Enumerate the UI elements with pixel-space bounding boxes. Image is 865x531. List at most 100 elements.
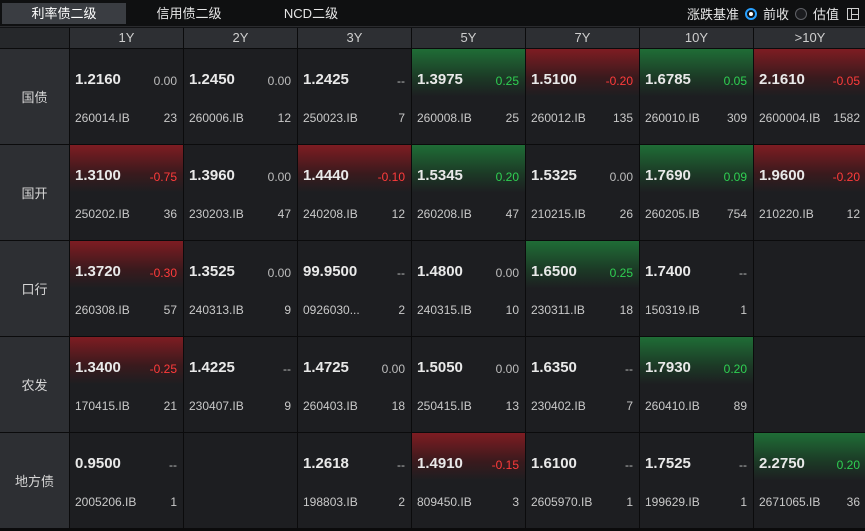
trade-count: 25 xyxy=(505,111,519,125)
quote-cell[interactable]: 1.7400 -- 150319.IB 1 xyxy=(640,241,753,336)
quote-cell[interactable]: 1.3100 -0.75 250202.IB 36 xyxy=(70,145,183,240)
row-label[interactable]: 国开 xyxy=(0,145,69,240)
quote-cell[interactable]: 1.6100 -- 2605970.IB 1 xyxy=(526,433,639,528)
trade-count: 1 xyxy=(740,303,747,317)
tab-ncd-secondary[interactable]: NCD二级 xyxy=(283,6,339,21)
bond-code: 260014.IB xyxy=(75,111,130,125)
quote-cell[interactable]: 1.5050 0.00 250415.IB 13 xyxy=(412,337,525,432)
radio-valuation-label[interactable]: 估值 xyxy=(812,7,839,22)
quote-cell[interactable]: 1.6350 -- 230402.IB 7 xyxy=(526,337,639,432)
row-label[interactable]: 地方债 xyxy=(0,433,69,528)
tab-credit-bond-secondary[interactable]: 信用债二级 xyxy=(156,6,222,21)
column-header[interactable]: 1Y xyxy=(70,28,183,48)
trade-count: 21 xyxy=(163,399,177,413)
quote-cell[interactable]: 1.7525 -- 199629.IB 1 xyxy=(640,433,753,528)
quote-cell[interactable]: 1.7930 0.20 260410.IB 89 xyxy=(640,337,753,432)
quote-cell[interactable]: 0.9500 -- 2005206.IB 1 xyxy=(70,433,183,528)
tab-rate-bond-secondary[interactable]: 利率债二级 xyxy=(2,3,126,24)
change-basis-label: 涨跌基准 xyxy=(686,7,739,22)
bond-code: 260308.IB xyxy=(75,303,130,317)
row-label[interactable]: 国债 xyxy=(0,49,69,144)
trade-count: 47 xyxy=(277,207,291,221)
radio-prev-close-label[interactable]: 前收 xyxy=(762,7,789,22)
quote-cell[interactable]: 1.4225 -- 230407.IB 9 xyxy=(184,337,297,432)
column-header[interactable]: 7Y xyxy=(526,28,639,48)
trade-count: 2 xyxy=(398,303,405,317)
trade-count: 10 xyxy=(505,303,519,317)
yield-value: 1.7690 xyxy=(645,167,691,184)
trade-count: 12 xyxy=(391,207,405,221)
quote-cell[interactable]: 1.2425 -- 250023.IB 7 xyxy=(298,49,411,144)
quote-cell[interactable]: 1.3400 -0.25 170415.IB 21 xyxy=(70,337,183,432)
top-bar: 利率债二级 信用债二级 NCD二级 涨跌基准 前收 估值 xyxy=(0,0,865,27)
yield-value: 2.1610 xyxy=(759,71,805,88)
bond-code: 210220.IB xyxy=(759,207,814,221)
quote-cell[interactable]: 1.5100 -0.20 260012.IB 135 xyxy=(526,49,639,144)
column-header[interactable]: 3Y xyxy=(298,28,411,48)
quote-cell[interactable]: 1.3960 0.00 230203.IB 47 xyxy=(184,145,297,240)
change-value: 0.00 xyxy=(381,362,405,376)
trade-count: 26 xyxy=(619,207,633,221)
yield-value: 1.3975 xyxy=(417,71,463,88)
column-header[interactable]: 2Y xyxy=(184,28,297,48)
column-header[interactable]: 10Y xyxy=(640,28,753,48)
trade-count: 18 xyxy=(391,399,405,413)
yield-value: 1.2425 xyxy=(303,71,349,88)
quote-cell[interactable]: 1.4800 0.00 240315.IB 10 xyxy=(412,241,525,336)
trade-count: 1 xyxy=(170,495,177,509)
quote-cell[interactable]: 2.2750 0.20 2671065.IB 36 xyxy=(754,433,865,528)
row-label[interactable]: 农发 xyxy=(0,337,69,432)
change-value: 0.20 xyxy=(723,362,747,376)
row-label[interactable]: 口行 xyxy=(0,241,69,336)
quote-cell[interactable]: 1.4910 -0.15 809450.IB 3 xyxy=(412,433,525,528)
quote-cell[interactable]: 99.9500 -- 0926030... 2 xyxy=(298,241,411,336)
quote-cell[interactable]: 1.5345 0.20 260208.IB 47 xyxy=(412,145,525,240)
bond-code: 2605970.IB xyxy=(531,495,593,509)
trade-count: 12 xyxy=(846,207,860,221)
yield-matrix: 1Y 2Y 3Y 5Y 7Y 10Y >10Y 国债 1.2160 0.00 260014.IB 23… xyxy=(0,28,865,531)
quote-cell[interactable]: 1.6785 0.05 260010.IB 309 xyxy=(640,49,753,144)
change-value: -0.30 xyxy=(149,266,177,280)
bond-code: 260012.IB xyxy=(531,111,586,125)
quote-cell[interactable]: 1.7690 0.09 260205.IB 754 xyxy=(640,145,753,240)
change-value: -0.25 xyxy=(149,362,177,376)
trade-count: 2 xyxy=(398,495,405,509)
quote-cell[interactable]: 1.5325 0.00 210215.IB 26 xyxy=(526,145,639,240)
yield-value: 1.4725 xyxy=(303,359,349,376)
bond-code: 2005206.IB xyxy=(75,495,137,509)
quote-cell[interactable]: 1.3525 0.00 240313.IB 9 xyxy=(184,241,297,336)
radio-valuation[interactable] xyxy=(794,7,807,20)
quote-cell[interactable]: 1.6500 0.25 230311.IB 18 xyxy=(526,241,639,336)
quote-cell[interactable]: 1.2618 -- 198803.IB 2 xyxy=(298,433,411,528)
bond-code: 2671065.IB xyxy=(759,495,821,509)
bond-code: 2600004.IB xyxy=(759,111,821,125)
yield-value: 1.2450 xyxy=(189,71,235,88)
trade-count: 7 xyxy=(626,399,633,413)
column-header[interactable]: >10Y xyxy=(754,28,865,48)
layout-icon[interactable] xyxy=(847,7,859,20)
quote-cell[interactable]: 1.3975 0.25 260008.IB 25 xyxy=(412,49,525,144)
bond-code: 199629.IB xyxy=(645,495,700,509)
change-value: 0.05 xyxy=(723,74,747,88)
bond-code: 260008.IB xyxy=(417,111,472,125)
quote-cell[interactable]: 1.2450 0.00 260006.IB 12 xyxy=(184,49,297,144)
quote-cell[interactable]: 1.4725 0.00 260403.IB 18 xyxy=(298,337,411,432)
bond-code: 260403.IB xyxy=(303,399,358,413)
quote-cell[interactable]: 1.9600 -0.20 210220.IB 12 xyxy=(754,145,865,240)
quote-cell[interactable]: 2.1610 -0.05 2600004.IB 1582 xyxy=(754,49,865,144)
change-value: -- xyxy=(397,74,405,88)
yield-value: 99.9500 xyxy=(303,263,358,280)
bond-code: 240315.IB xyxy=(417,303,472,317)
bond-code: 260205.IB xyxy=(645,207,700,221)
change-value: -- xyxy=(397,266,405,280)
column-header[interactable]: 5Y xyxy=(412,28,525,48)
change-value: -- xyxy=(169,458,177,472)
quote-cell[interactable]: 1.4440 -0.10 240208.IB 12 xyxy=(298,145,411,240)
quote-cell[interactable]: 1.3720 -0.30 260308.IB 57 xyxy=(70,241,183,336)
bond-code: 230407.IB xyxy=(189,399,244,413)
quote-cell[interactable]: 1.2160 0.00 260014.IB 23 xyxy=(70,49,183,144)
yield-value: 1.3525 xyxy=(189,263,235,280)
change-value: -- xyxy=(739,266,747,280)
radio-prev-close[interactable] xyxy=(744,7,757,20)
trade-count: 1582 xyxy=(833,111,860,125)
